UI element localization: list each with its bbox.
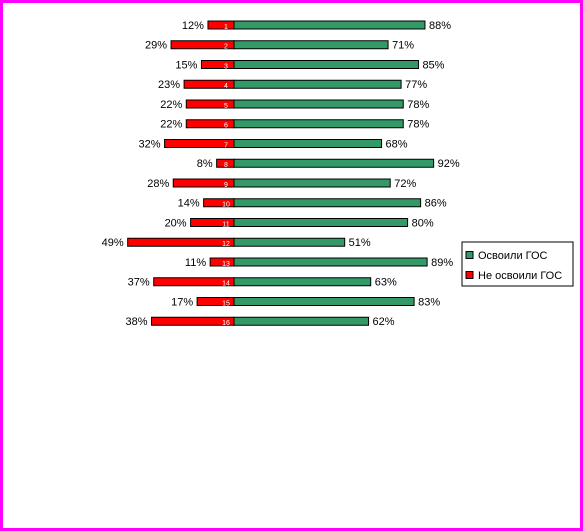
bar xyxy=(233,20,426,30)
category-label: 5 xyxy=(224,103,228,110)
category-label: 6 xyxy=(224,123,228,130)
bar xyxy=(127,237,235,247)
category-label: 10 xyxy=(222,202,230,209)
value-label: 37% xyxy=(128,277,150,289)
value-label: 77% xyxy=(405,79,427,91)
value-label: 49% xyxy=(102,237,124,249)
value-label: 78% xyxy=(407,119,429,131)
value-label: 11% xyxy=(185,257,206,269)
bar xyxy=(196,297,235,306)
bar xyxy=(203,198,235,208)
category-label: 11 xyxy=(222,221,229,228)
category-label: 7 xyxy=(224,142,228,149)
value-label: 80% xyxy=(412,217,434,229)
bar xyxy=(233,158,435,168)
value-label: 15% xyxy=(175,59,197,71)
bar xyxy=(233,277,372,287)
category-label: 13 xyxy=(222,261,230,268)
bar xyxy=(185,119,235,129)
bar xyxy=(151,316,235,326)
bar xyxy=(233,237,346,247)
bar xyxy=(233,119,404,129)
value-label: 29% xyxy=(145,40,167,52)
bar xyxy=(233,297,415,306)
value-label: 12% xyxy=(182,20,204,32)
value-label: 88% xyxy=(429,20,451,32)
category-label: 3 xyxy=(224,63,228,70)
bar xyxy=(233,79,402,89)
value-label: 85% xyxy=(422,59,444,71)
bar xyxy=(233,257,428,267)
legend-label: Освоили ГОС xyxy=(478,250,548,262)
bar xyxy=(233,198,422,208)
bar xyxy=(209,257,235,267)
value-label: 17% xyxy=(171,296,193,308)
category-label: 15 xyxy=(222,300,230,307)
bar xyxy=(190,218,235,227)
bar xyxy=(233,99,404,109)
value-label: 92% xyxy=(438,158,460,170)
value-label: 62% xyxy=(373,316,395,328)
value-label: 23% xyxy=(158,79,180,91)
category-label: 14 xyxy=(222,281,230,288)
category-label: 4 xyxy=(224,83,228,90)
value-label: 20% xyxy=(165,217,187,229)
value-label: 89% xyxy=(431,257,453,269)
category-label: 12 xyxy=(222,241,230,248)
bar xyxy=(233,316,370,326)
category-label: 16 xyxy=(222,320,230,327)
bar xyxy=(233,139,383,148)
category-label: 9 xyxy=(224,182,228,189)
value-label: 86% xyxy=(425,198,447,210)
value-label: 78% xyxy=(407,99,429,111)
value-label: 32% xyxy=(139,138,161,150)
value-label: 28% xyxy=(147,178,169,190)
value-label: 71% xyxy=(392,40,414,52)
value-label: 63% xyxy=(375,277,397,289)
value-label: 22% xyxy=(160,99,182,111)
value-label: 72% xyxy=(394,178,416,190)
category-label: 1 xyxy=(224,24,228,31)
bar xyxy=(207,20,235,30)
bar xyxy=(172,178,235,188)
value-label: 8% xyxy=(197,158,213,170)
legend-swatch xyxy=(465,251,474,259)
value-label: 68% xyxy=(386,138,408,150)
category-label: 8 xyxy=(224,162,228,169)
category-label: 2 xyxy=(224,44,228,51)
bar xyxy=(233,60,419,69)
value-label: 38% xyxy=(126,316,148,328)
bar xyxy=(170,40,235,50)
value-label: 83% xyxy=(418,296,440,308)
legend-label: Не освоили ГОС xyxy=(478,270,562,282)
bar xyxy=(183,79,235,89)
bar xyxy=(233,218,409,227)
bar xyxy=(233,178,391,188)
bar xyxy=(233,40,389,50)
bar xyxy=(200,60,235,69)
bar xyxy=(164,139,235,148)
value-label: 22% xyxy=(160,119,182,131)
value-label: 51% xyxy=(349,237,371,249)
bar xyxy=(216,158,235,168)
legend-swatch xyxy=(465,271,474,279)
value-label: 14% xyxy=(178,198,200,210)
bar xyxy=(185,99,235,109)
bar xyxy=(153,277,235,287)
legend-box xyxy=(461,241,574,287)
